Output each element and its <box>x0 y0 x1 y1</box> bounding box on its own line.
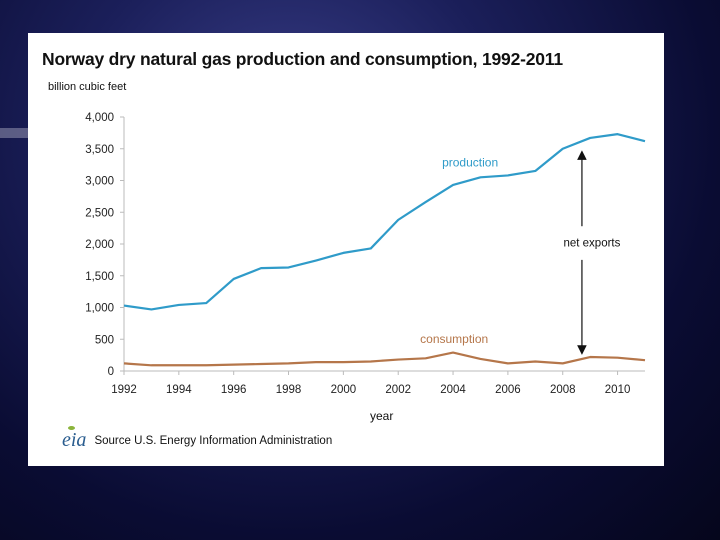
chart-panel: Norway dry natural gas production and co… <box>28 33 664 466</box>
source-footer: eia Source U.S. Energy Information Admin… <box>62 426 333 452</box>
eia-logo: eia <box>62 426 86 452</box>
x-axis-label: year <box>370 409 394 423</box>
x-tick-label: 2004 <box>440 384 466 396</box>
x-tick-label: 1992 <box>111 384 137 396</box>
x-tick-label: 2002 <box>385 384 411 396</box>
slide-accent-bar <box>0 128 34 138</box>
x-tick-label: 1998 <box>276 384 302 396</box>
x-tick-label: 1996 <box>221 384 247 396</box>
x-tick-label: 2000 <box>331 384 357 396</box>
y-tick-label: 0 <box>108 366 114 378</box>
x-tick-label: 2010 <box>605 384 631 396</box>
x-tick-label: 2008 <box>550 384 576 396</box>
chart-title: Norway dry natural gas production and co… <box>42 49 563 69</box>
y-tick-label: 1,000 <box>85 303 114 315</box>
consumption-label: consumption <box>420 332 488 346</box>
production-label: production <box>442 156 498 170</box>
y-tick-label: 4,000 <box>85 112 114 124</box>
y-tick-label: 2,000 <box>85 239 114 251</box>
x-tick-label: 1994 <box>166 384 192 396</box>
y-tick-label: 2,500 <box>85 207 114 219</box>
net-exports-label: net exports <box>563 238 620 250</box>
y-axis-label: billion cubic feet <box>48 81 127 93</box>
chart-svg: 05001,0001,5002,0002,5003,0003,5004,000 … <box>85 112 646 396</box>
production-series-line <box>123 133 646 311</box>
y-tick-label: 500 <box>95 334 114 346</box>
y-tick-label: 3,500 <box>85 144 114 156</box>
source-note: Source U.S. Energy Information Administr… <box>94 434 333 447</box>
consumption-series-line <box>123 351 646 367</box>
y-tick-label: 3,000 <box>85 176 114 188</box>
y-tick-label: 1,500 <box>85 271 114 283</box>
x-tick-label: 2006 <box>495 384 521 396</box>
